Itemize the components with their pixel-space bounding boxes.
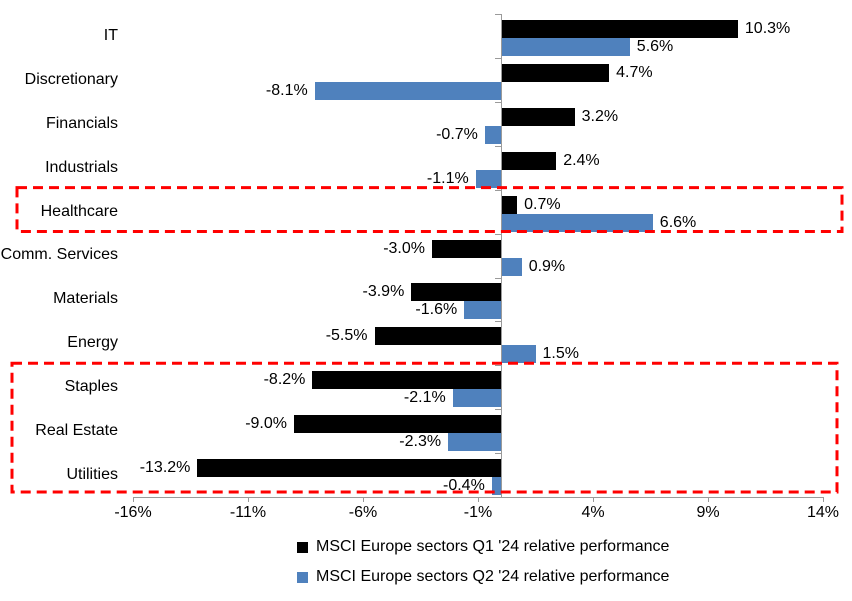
x-axis-tick <box>133 497 134 502</box>
category-label: Industrials <box>45 158 118 176</box>
category-label: Financials <box>45 114 118 132</box>
q2-bar <box>501 257 522 276</box>
x-axis-tick-label: 9% <box>696 504 720 521</box>
x-axis-tick <box>478 497 479 502</box>
q1-bar <box>312 371 501 390</box>
q1-bar <box>411 283 501 302</box>
q1-bar <box>197 459 501 478</box>
q2-value-label: 5.6% <box>636 38 674 55</box>
q2-bar <box>452 389 501 408</box>
highlight-box <box>15 186 844 234</box>
q1-bar <box>501 151 557 170</box>
legend-item-q1: MSCI Europe sectors Q1 '24 relative perf… <box>297 532 669 562</box>
q1-value-label: -3.0% <box>383 239 425 257</box>
q2-value-label: -0.4% <box>443 477 485 495</box>
category-axis-tick <box>495 101 501 103</box>
q2-value-label: 0.9% <box>528 257 566 275</box>
legend-swatch-icon <box>297 571 308 583</box>
q2-value-label: 6.6% <box>659 213 697 231</box>
q2-bar <box>491 477 501 496</box>
q1-value-label: 3.2% <box>581 107 619 125</box>
q1-bar <box>294 415 501 434</box>
q1-bar <box>501 107 575 126</box>
zero-axis-line <box>501 14 502 497</box>
q2-value-label: -2.3% <box>399 433 442 451</box>
q1-value-label: -8.2% <box>263 371 306 389</box>
q2-bar <box>464 301 501 320</box>
x-axis-tick-label: -16% <box>114 504 152 521</box>
q2-value-label: -2.1% <box>403 389 446 407</box>
legend-label: MSCI Europe sectors Q1 '24 relative perf… <box>316 538 670 555</box>
x-axis-tick <box>823 497 824 502</box>
legend-item-q2: MSCI Europe sectors Q2 '24 relative perf… <box>297 562 669 592</box>
x-axis-tick-label: -11% <box>229 504 267 521</box>
category-axis-tick <box>495 57 501 59</box>
category-axis-tick <box>495 321 501 323</box>
x-axis-tick-label: 14% <box>806 504 840 521</box>
legend-label: MSCI Europe sectors Q2 '24 relative perf… <box>316 568 670 585</box>
category-axis-tick <box>495 497 501 498</box>
category-label: Materials <box>53 290 118 308</box>
q2-bar <box>484 125 501 144</box>
q1-bar <box>501 63 610 82</box>
q1-bar <box>432 239 501 258</box>
category-axis-tick <box>495 409 501 411</box>
x-axis-tick <box>593 497 594 502</box>
x-axis-tick-label: 4% <box>581 504 605 521</box>
category-label: IT <box>103 26 118 44</box>
q1-value-label: -13.2% <box>139 459 191 477</box>
q1-value-label: -5.5% <box>325 327 368 345</box>
x-axis-tick-label: -6% <box>348 504 378 521</box>
q2-value-label: -1.6% <box>415 301 458 319</box>
category-axis-tick <box>495 277 501 279</box>
q2-value-label: -1.1% <box>426 169 469 187</box>
category-label: Comm. Services <box>0 246 118 264</box>
x-axis-tick <box>248 497 249 502</box>
category-axis-tick <box>495 233 501 235</box>
q2-value-label: 1.5% <box>542 345 579 363</box>
category-label: Real Estate <box>35 422 118 440</box>
q1-bar <box>374 327 501 346</box>
q1-value-label: 4.7% <box>616 63 653 81</box>
q1-value-label: 2.4% <box>563 151 600 169</box>
q2-bar <box>314 81 501 100</box>
q1-value-label: -9.0% <box>245 415 287 433</box>
q2-value-label: -0.7% <box>436 125 478 143</box>
x-axis-tick <box>363 497 364 502</box>
q1-bar <box>501 195 518 214</box>
legend-swatch-icon <box>297 541 308 553</box>
category-axis-tick <box>495 145 501 147</box>
q2-bar <box>501 213 653 232</box>
q2-bar <box>475 169 501 188</box>
legend: MSCI Europe sectors Q1 '24 relative perf… <box>297 532 669 592</box>
q2-bar <box>448 433 501 452</box>
x-axis-tick <box>708 497 709 502</box>
q2-bar <box>501 38 630 56</box>
category-axis-tick <box>495 189 501 191</box>
category-label: Staples <box>64 378 118 396</box>
category-label: Discretionary <box>24 70 118 88</box>
q2-value-label: -8.1% <box>265 81 308 99</box>
q1-value-label: 0.7% <box>524 195 561 213</box>
category-label: Energy <box>67 334 118 352</box>
category-axis-tick <box>495 453 501 455</box>
q1-value-label: 10.3% <box>744 20 791 37</box>
q1-bar <box>501 20 738 38</box>
q2-bar <box>501 345 536 364</box>
category-label: Healthcare <box>40 202 118 220</box>
category-axis-tick <box>495 365 501 367</box>
x-axis-tick-label: -1% <box>463 504 493 521</box>
category-axis-tick <box>495 14 501 15</box>
q1-value-label: -3.9% <box>362 283 405 301</box>
